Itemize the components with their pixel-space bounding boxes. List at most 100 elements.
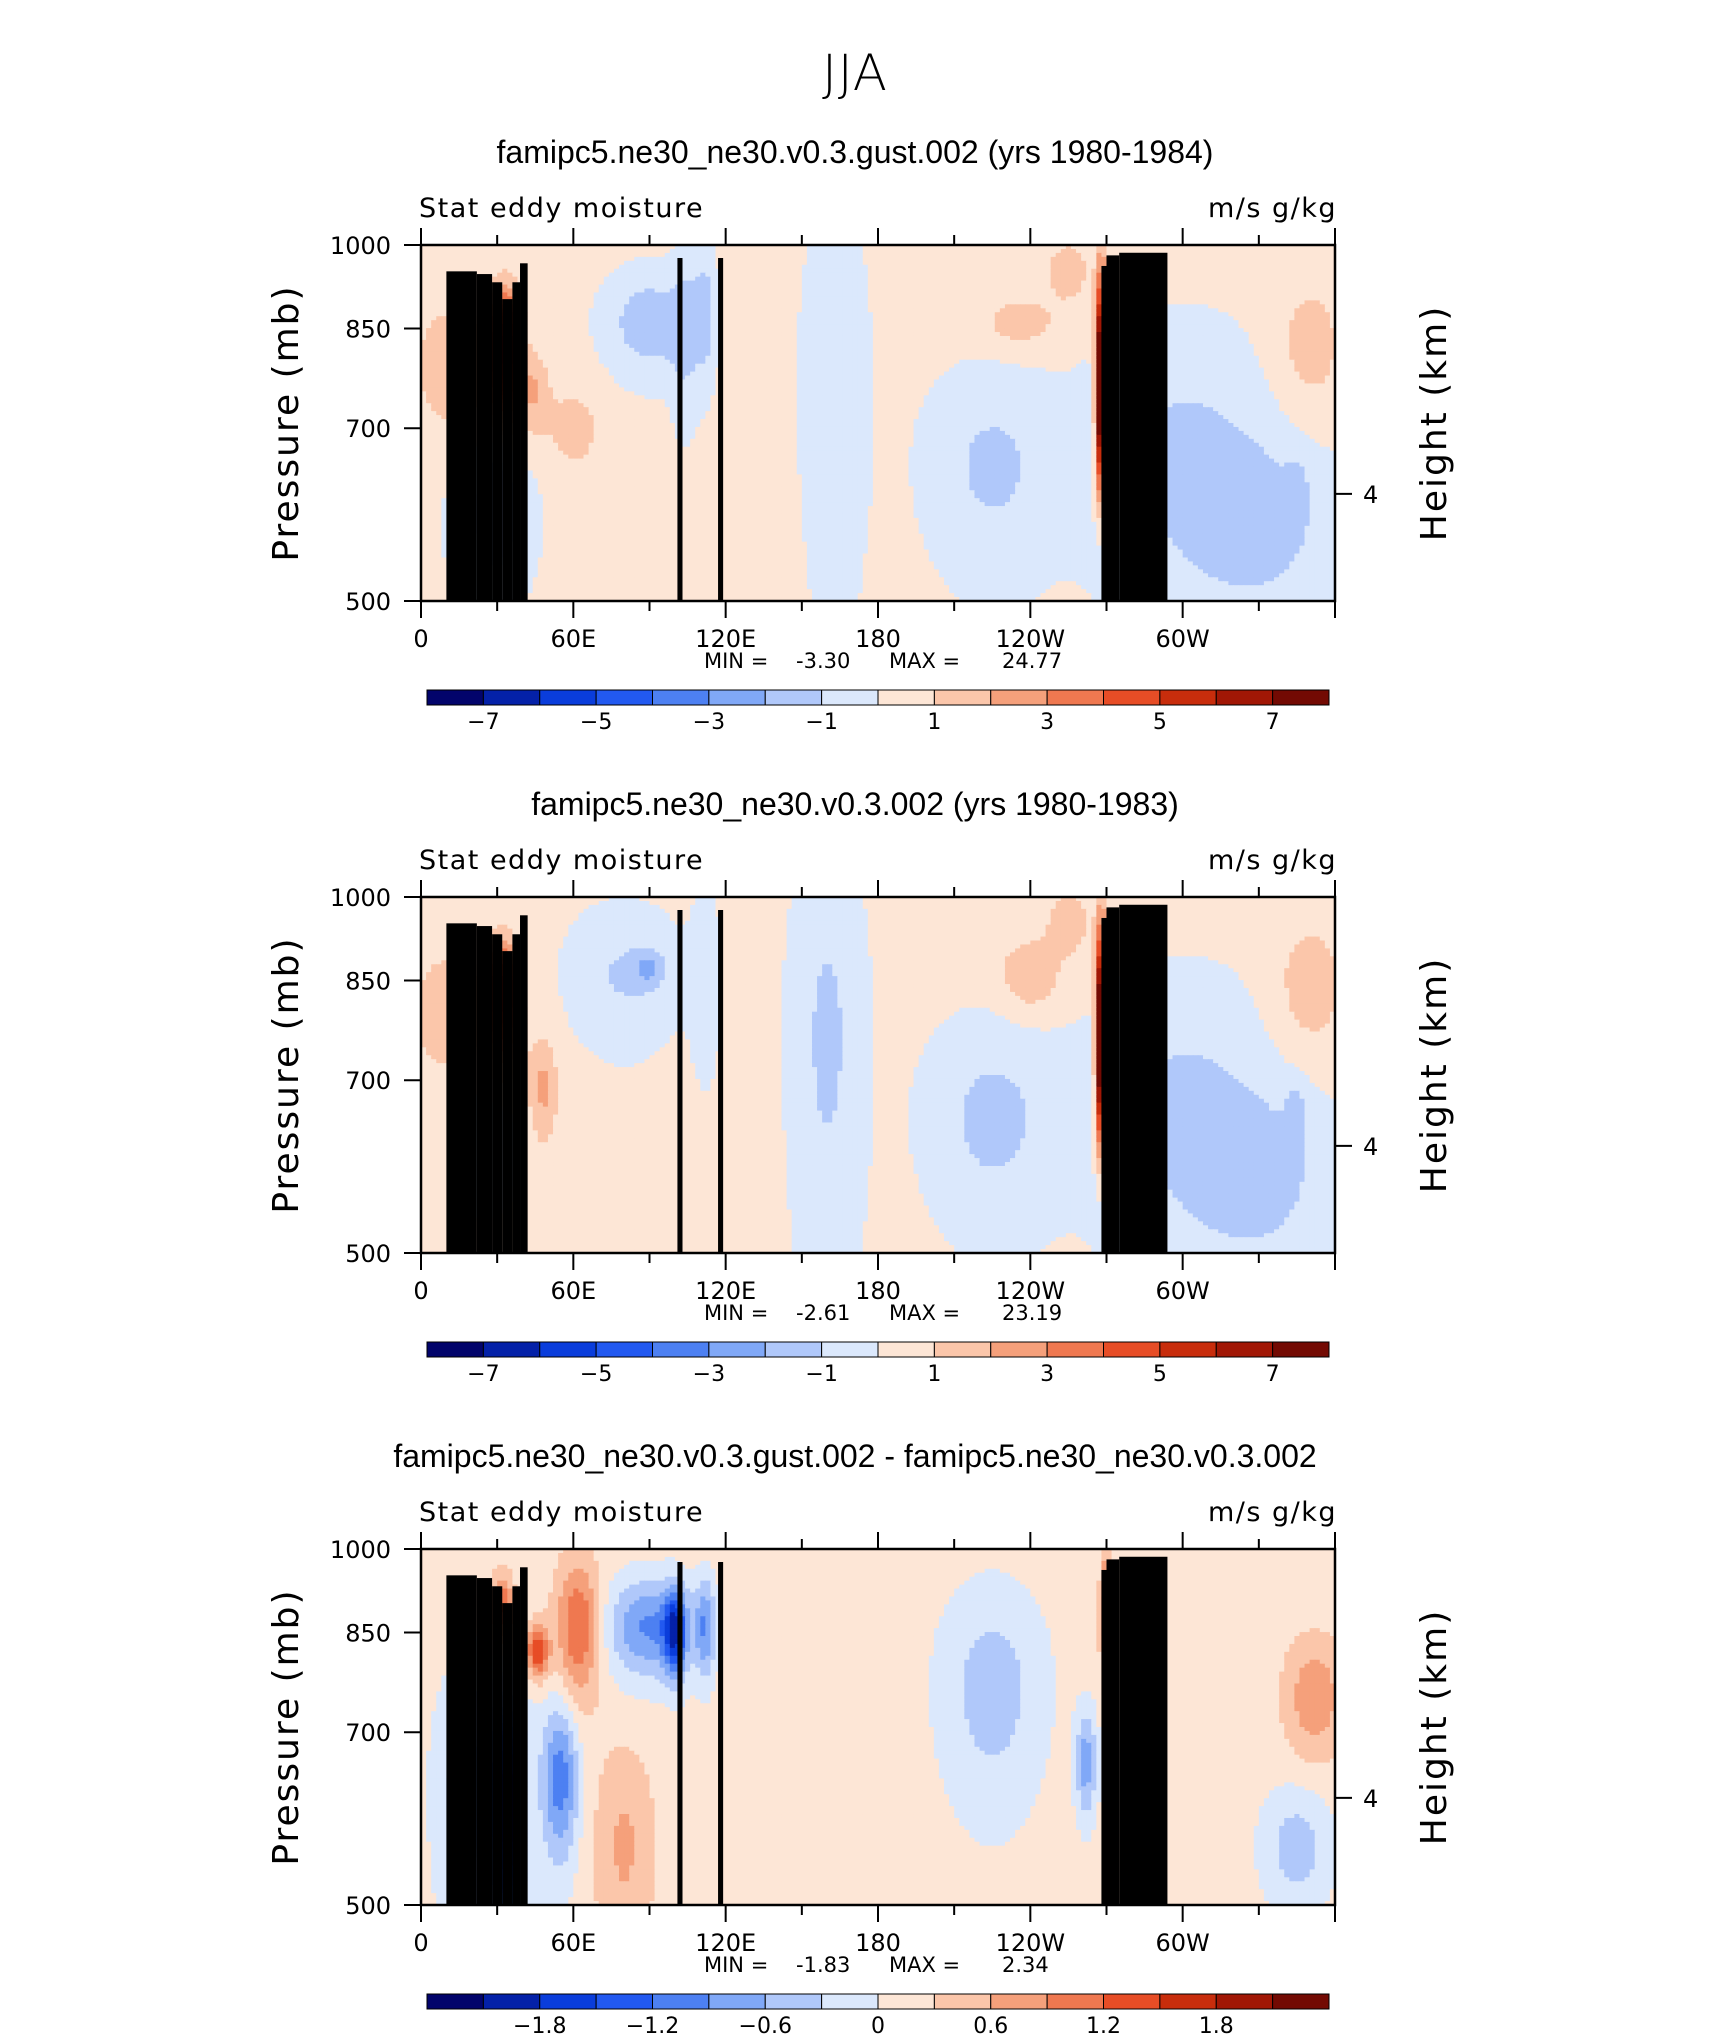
colorbar-swatch xyxy=(1046,689,1104,706)
x-tick-label: 120W xyxy=(996,625,1066,653)
topography-block xyxy=(1119,904,1168,1253)
y-tick-label: 700 xyxy=(345,1067,391,1095)
colorbar-swatch xyxy=(1215,689,1274,706)
topography-mask xyxy=(446,252,1168,601)
colorbar-label: −7 xyxy=(467,1362,499,1387)
x-tick-label: 60W xyxy=(1156,1929,1210,1957)
colorbar-swatch xyxy=(652,1993,710,2010)
colorbar-swatch xyxy=(990,1341,1048,1358)
colorbar-swatch xyxy=(877,1341,935,1358)
colorbar-label: 1.2 xyxy=(1086,2014,1121,2038)
y-tick-label: 1000 xyxy=(330,884,391,912)
colorbar-label: 7 xyxy=(1266,710,1280,735)
stat-max-value: 23.19 xyxy=(1002,1301,1062,1325)
colorbar-swatch xyxy=(821,689,879,706)
x-tick-label: 60W xyxy=(1156,1277,1210,1305)
colorbar xyxy=(426,1993,1330,2010)
colorbar-swatch xyxy=(1272,1341,1330,1358)
colorbar-label: 0.6 xyxy=(973,2014,1008,2038)
field-contours xyxy=(421,1549,1336,1906)
stat-max-value: 2.34 xyxy=(1002,1953,1049,1977)
stat-max-value: 24.77 xyxy=(1002,649,1062,673)
colorbar-swatch xyxy=(764,1993,823,2010)
topography-block xyxy=(512,1586,521,1905)
topography-block xyxy=(1101,1569,1107,1905)
topography-block xyxy=(446,1575,477,1905)
colorbar-swatch xyxy=(652,689,710,706)
topography-block xyxy=(1106,255,1120,601)
x-tick-label: 120E xyxy=(695,1929,756,1957)
topography-block xyxy=(512,934,521,1253)
colorbar-swatch xyxy=(426,1341,484,1358)
right-string: m/s g/kg xyxy=(1208,1497,1337,1528)
colorbar-swatch xyxy=(1272,689,1330,706)
y-axis-label-right: Height (km) xyxy=(1414,1609,1455,1845)
colorbar-swatch xyxy=(426,689,484,706)
colorbar-swatch xyxy=(595,1341,653,1358)
y-tick-label: 700 xyxy=(345,1719,391,1747)
colorbar-swatch xyxy=(1159,1993,1217,2010)
topography-block xyxy=(502,299,513,601)
colorbar xyxy=(426,689,1330,706)
topography-block xyxy=(1106,907,1120,1253)
topography-block xyxy=(677,910,683,1253)
x-tick-label: 60E xyxy=(550,1929,596,1957)
colorbar-swatch xyxy=(1215,1341,1274,1358)
colorbar-swatch xyxy=(821,1993,879,2010)
topography-block xyxy=(492,934,503,1253)
colorbar-swatch xyxy=(1103,1341,1161,1358)
colorbar-label: −0.6 xyxy=(739,2014,792,2038)
figure-title: JJA xyxy=(0,44,1710,102)
y-tick-label: 1000 xyxy=(330,1536,391,1564)
colorbar-label: −5 xyxy=(580,1362,612,1387)
y-tick-label: 850 xyxy=(345,1619,391,1647)
colorbar-swatch xyxy=(933,689,992,706)
x-tick-label: 120E xyxy=(695,625,756,653)
colorbar-label: 1.8 xyxy=(1199,2014,1234,2038)
colorbar-label: 3 xyxy=(1040,710,1054,735)
y-tick-label: 700 xyxy=(345,415,391,443)
colorbar-swatch xyxy=(1103,1993,1161,2010)
colorbar-swatch xyxy=(482,1341,541,1358)
field-contours xyxy=(421,245,1336,602)
colorbar-swatch xyxy=(764,689,823,706)
topography-block xyxy=(502,1603,513,1905)
topography-block xyxy=(492,282,503,601)
colorbar-swatch xyxy=(764,1341,823,1358)
y-tick-label: 500 xyxy=(345,588,391,616)
y-axis-label: Pressure (mb) xyxy=(266,936,307,1213)
colorbar-swatch xyxy=(821,1341,879,1358)
y-axis-label-right: Height (km) xyxy=(1414,957,1455,1193)
colorbar-swatch xyxy=(1272,1993,1330,2010)
colorbar-label: 7 xyxy=(1266,1362,1280,1387)
colorbar-swatch xyxy=(652,1341,710,1358)
colorbar-swatch xyxy=(708,1341,766,1358)
topography-block xyxy=(718,1562,724,1905)
colorbar-swatch xyxy=(595,689,653,706)
colorbar-swatch xyxy=(1215,1993,1274,2010)
panel-1-chart: Stat eddy moisture m/s g/kg 0 60E 120E 180 120… xyxy=(266,193,1455,735)
x-tick-label: 120E xyxy=(695,1277,756,1305)
colorbar-label: −1.2 xyxy=(626,2014,679,2038)
colorbar-swatch xyxy=(877,689,935,706)
stat-min-label: MIN = xyxy=(704,1301,768,1325)
colorbar-label: 1 xyxy=(927,1362,941,1387)
topography-block xyxy=(1119,1556,1168,1905)
y-tick-label: 500 xyxy=(345,1892,391,1920)
right-string: m/s g/kg xyxy=(1208,193,1337,224)
field-contours xyxy=(421,897,1336,1254)
stat-min-value: -1.83 xyxy=(796,1953,850,1977)
colorbar-label: 3 xyxy=(1040,1362,1054,1387)
colorbar-label: −3 xyxy=(693,710,725,735)
colorbar-swatch xyxy=(708,689,766,706)
x-tick-label: 120W xyxy=(996,1929,1066,1957)
x-tick-label: 0 xyxy=(413,1277,428,1305)
topography-block xyxy=(520,1567,528,1905)
x-tick-label: 60E xyxy=(550,1277,596,1305)
colorbar-label: −1 xyxy=(805,710,837,735)
topography-block xyxy=(1106,1559,1120,1905)
right-string: m/s g/kg xyxy=(1208,845,1337,876)
colorbar-label: −3 xyxy=(693,1362,725,1387)
colorbar-label: −7 xyxy=(467,710,499,735)
x-tick-label: 60E xyxy=(550,625,596,653)
